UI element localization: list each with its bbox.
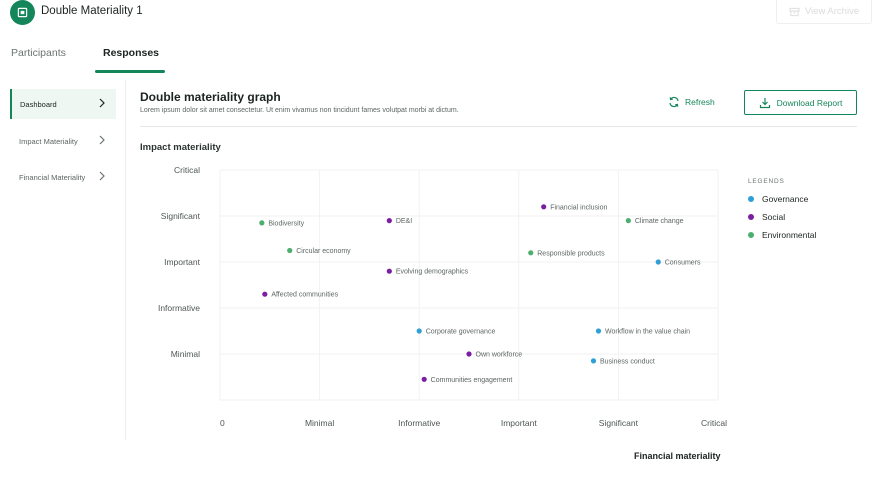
sidebar-item-financial-materiality[interactable]: Financial Materiality [10, 162, 116, 192]
y-tick-label: Significant [161, 211, 201, 221]
app-logo-icon [10, 0, 35, 25]
sidebar-item-impact-materiality[interactable]: Impact Materiality [10, 126, 116, 156]
download-icon [759, 97, 770, 108]
data-point-label: Affected communities [271, 292, 338, 299]
data-point-label: Consumers [665, 260, 701, 267]
data-point-label: Circular economy [296, 248, 351, 255]
legend-item-governance: Governance [748, 194, 808, 204]
x-tick-label: Important [501, 418, 538, 428]
data-point [262, 291, 268, 297]
y-tick-label: Critical [174, 165, 200, 175]
chevron-right-icon [99, 98, 105, 108]
data-point-label: Biodiversity [268, 220, 304, 227]
legend-label: Environmental [762, 230, 817, 240]
data-point [386, 218, 392, 224]
sidebar-item-label: Dashboard [20, 99, 57, 109]
refresh-label: Refresh [685, 97, 715, 107]
view-archive-button[interactable]: View Archive [776, 0, 872, 24]
x-tick-label: Significant [599, 418, 639, 428]
legend-item-social: Social [748, 212, 785, 222]
legend-heading: LEGENDS [748, 178, 785, 185]
data-point-label: Corporate governance [426, 329, 496, 336]
x-tick-label: Informative [398, 418, 440, 428]
refresh-icon [669, 96, 679, 108]
tab-responses[interactable]: Responses [103, 47, 160, 59]
legend-dot [748, 214, 754, 220]
data-point-label: Communities engagement [431, 377, 513, 384]
refresh-button[interactable]: Refresh [668, 94, 715, 110]
data-point [287, 247, 293, 254]
data-point-label: Responsible products [537, 250, 605, 257]
app-header: Double Materiality 1 View Archive [0, 0, 885, 26]
data-point [625, 218, 631, 224]
data-point-label: DE&I [396, 218, 412, 225]
data-point-label: Own workforce [476, 352, 523, 359]
sidebar-item-dashboard[interactable]: Dashboard [10, 89, 116, 119]
x-tick-label: 0 [220, 418, 225, 428]
sidebar-item-label: Impact Materiality [19, 136, 78, 146]
tab-participants[interactable]: Participants [11, 47, 66, 59]
y-tick-label: Important [164, 257, 201, 267]
chevron-right-icon [99, 171, 105, 181]
data-point [528, 250, 534, 256]
legend-label: Social [762, 212, 786, 222]
data-point [416, 328, 422, 334]
data-point-label: Climate change [635, 218, 684, 225]
data-point-label: Evolving demographics [396, 269, 469, 276]
view-archive-label: View Archive [804, 6, 860, 17]
data-point [466, 351, 472, 357]
tab-bar: Participants Responses [0, 40, 885, 74]
header-divider [140, 126, 857, 127]
page-title: Double materiality graph [140, 90, 281, 104]
sidebar: Dashboard Impact Materiality Financial M… [0, 80, 126, 440]
legend-label: Governance [762, 194, 809, 204]
download-report-label: Download Report [776, 97, 843, 108]
data-point [421, 376, 427, 382]
chevron-right-icon [99, 135, 105, 145]
archive-icon [789, 7, 800, 16]
x-axis-title: Financial materiality [634, 451, 721, 461]
data-point [259, 220, 265, 226]
app-title: Double Materiality 1 [41, 5, 143, 17]
sidebar-item-label: Financial Materiality [19, 172, 86, 182]
data-point [655, 259, 661, 265]
download-report-button[interactable]: Download Report [744, 90, 857, 115]
data-point-label: Financial inclusion [550, 204, 607, 211]
data-point [590, 358, 597, 364]
data-point [386, 268, 392, 274]
y-tick-label: Minimal [171, 349, 200, 359]
impact-materiality-heading: Impact materiality [140, 142, 221, 153]
legend-item-environmental: Environmental [748, 230, 816, 240]
legend-dot [748, 196, 754, 202]
x-tick-label: Critical [701, 418, 727, 428]
data-point [541, 204, 547, 210]
y-tick-label: Informative [158, 303, 200, 313]
active-tab-indicator [95, 70, 165, 73]
x-tick-label: Minimal [305, 418, 334, 428]
data-point-label: Business conduct [600, 358, 655, 365]
page-description: Lorem ipsum dolor sit amet consectetur. … [140, 107, 459, 114]
data-point [595, 328, 602, 334]
data-point-label: Workflow in the value chain [605, 329, 690, 336]
legend-dot [748, 232, 754, 238]
